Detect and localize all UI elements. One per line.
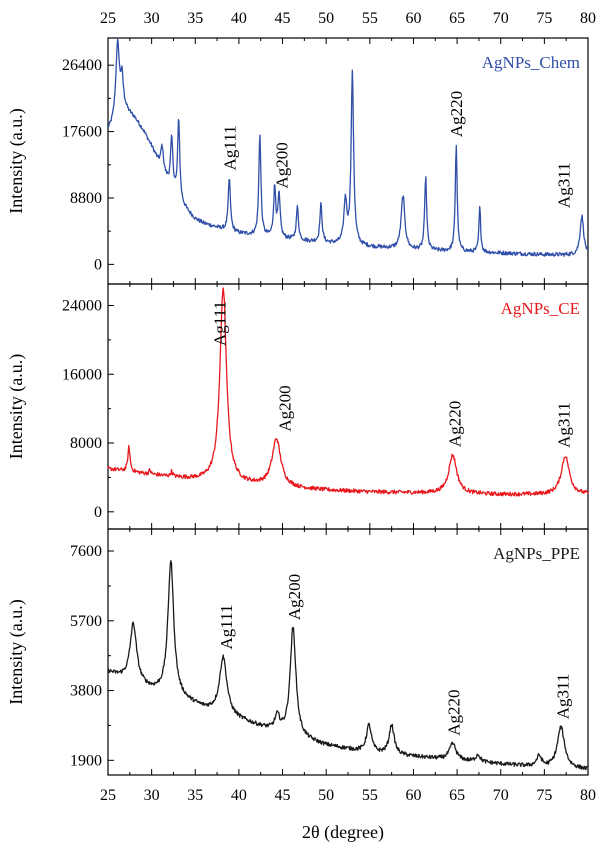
y-axis-title: Intensity (a.u.): [6, 108, 27, 213]
peak-label-ag111: Ag111: [211, 301, 230, 346]
x-bottom-tick-label: 45: [275, 787, 291, 804]
y-tick-label: 8800: [70, 190, 102, 207]
x-bottom-tick-label: 65: [449, 787, 465, 804]
series-line-agnps_ce: [107, 287, 589, 497]
x-bottom-tick-label: 25: [100, 787, 116, 804]
peak-label-ag220: Ag220: [445, 401, 464, 447]
peak-label-ag111: Ag111: [217, 604, 236, 649]
x-bottom-tick-label: 35: [187, 787, 203, 804]
x-top-tick-label: 75: [536, 10, 552, 27]
peak-label-ag220: Ag220: [447, 91, 466, 137]
panel-agnps_chem: 0 8800 17600 26400 Intensity (a.u.) AgNPs_Che…: [6, 37, 589, 285]
x-bottom-tick-label: 55: [362, 787, 378, 804]
panel-agnps_ppe: 1900 3800 5700 7600 Intensity (a.u.) AgNPs_PP…: [6, 528, 589, 776]
x-top-tick-label: 70: [493, 10, 509, 27]
x-top-tick-label: 80: [580, 10, 596, 27]
legend-agnps_chem: AgNPs_Chem: [482, 53, 580, 72]
peak-label-ag311: Ag311: [554, 674, 573, 720]
y-tick-label: 17600: [62, 124, 102, 141]
x-bottom-tick-label: 40: [231, 787, 247, 804]
peak-label-ag311: Ag311: [555, 162, 574, 208]
peak-label-ag200: Ag200: [275, 385, 294, 431]
y-tick-label: 24000: [62, 297, 102, 314]
panel-agnps_ce: 0 8000 16000 24000 Intensity (a.u.) AgNPs_CE A…: [6, 283, 589, 530]
x-bottom-tick-label: 30: [144, 787, 160, 804]
y-tick-label: 3800: [70, 683, 102, 700]
x-bottom-tick-label: 60: [405, 787, 421, 804]
legend-agnps_ppe: AgNPs_PPE: [493, 544, 580, 563]
x-top-tick-label: 60: [405, 10, 421, 27]
y-tick-label: 5700: [70, 613, 102, 630]
y-tick-label: 7600: [70, 543, 102, 560]
x-top-tick-label: 30: [144, 10, 160, 27]
x-bottom-tick-label: 70: [493, 787, 509, 804]
x-top-tick-label: 25: [100, 10, 116, 27]
y-axis-title: Intensity (a.u.): [6, 599, 27, 704]
y-tick-label: 1900: [70, 752, 102, 769]
x-top-tick-label: 35: [187, 10, 203, 27]
x-top-tick-label: 50: [318, 10, 334, 27]
y-axis-title: Intensity (a.u.): [6, 354, 27, 459]
peak-label-ag311: Ag311: [555, 402, 574, 448]
series-line-agnps_ppe: [107, 560, 589, 771]
y-tick-label: 0: [94, 504, 102, 521]
y-tick-label: 8000: [70, 435, 102, 452]
x-axis-title: 2θ (degree): [302, 822, 384, 843]
x-bottom-tick-label: 75: [536, 787, 552, 804]
x-bottom-tick-label: 50: [318, 787, 334, 804]
peak-label-ag200: Ag200: [273, 142, 292, 188]
peak-label-ag200: Ag200: [285, 574, 304, 620]
series-line-agnps_chem: [107, 38, 589, 257]
x-top-tick-label: 45: [275, 10, 291, 27]
y-tick-label: 0: [94, 256, 102, 273]
y-tick-label: 26400: [62, 57, 102, 74]
legend-agnps_ce: AgNPs_CE: [501, 299, 580, 318]
x-top-tick-label: 55: [362, 10, 378, 27]
y-tick-label: 16000: [62, 366, 102, 383]
x-top-tick-label: 40: [231, 10, 247, 27]
plot-frame: [107, 528, 589, 776]
peak-label-ag220: Ag220: [445, 690, 464, 736]
x-top-tick-label: 65: [449, 10, 465, 27]
x-bottom-tick-label: 80: [580, 787, 596, 804]
peak-label-ag111: Ag111: [220, 125, 239, 170]
